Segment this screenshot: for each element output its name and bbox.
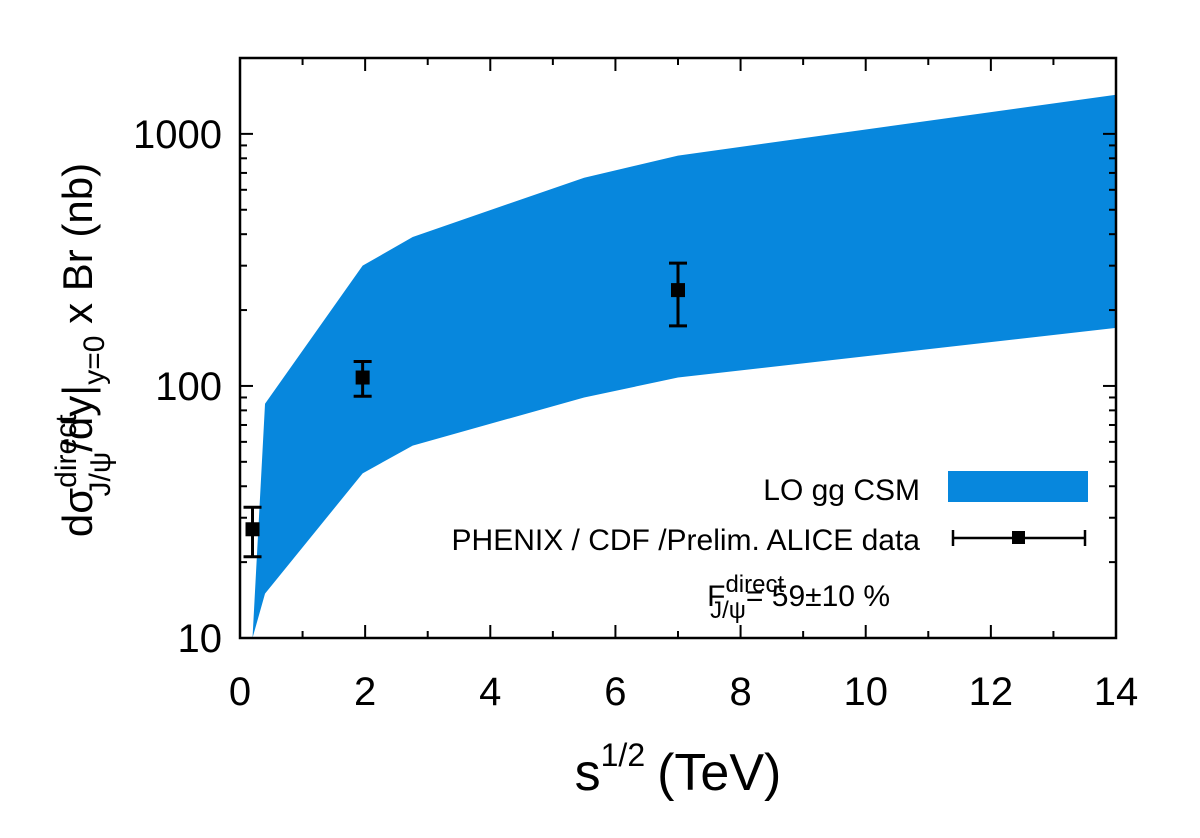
fraction-annotation: Fdirect J/ψ= 59±10 % [707, 571, 890, 624]
x-axis-title: s1/2 (TeV) [575, 737, 782, 802]
x-axis-title-base: s [575, 744, 601, 802]
x-tick-label: 14 [1094, 670, 1139, 714]
y-title-sub2: y=0 [78, 336, 111, 385]
x-axis-title-unit: (TeV) [657, 744, 781, 802]
y-tick-label: 100 [155, 365, 222, 409]
data-point [669, 261, 687, 328]
y-axis-title: dσdirectJ/ψ/dy|y=0 x Br (nb) [50, 163, 117, 537]
x-tick-label: 6 [604, 670, 626, 714]
data-point [353, 360, 372, 398]
y-tick-labels: 10 100 1000 [133, 113, 222, 661]
fraction-base: F [707, 580, 725, 613]
data-marker [245, 522, 260, 537]
legend-swatch-data [951, 530, 1087, 546]
y-title-sup: direct [50, 414, 83, 488]
plot-frame [238, 56, 1118, 640]
y-axis-title-group: dσdirectJ/ψ/dy|y=0 x Br (nb) [50, 163, 117, 537]
x-tick-labels: 0 2 4 6 8 10 12 14 [229, 670, 1138, 714]
x-tick-label: 10 [843, 670, 888, 714]
y-tick-label: 1000 [133, 113, 222, 157]
y-title-dsigma: dσ [54, 488, 101, 537]
fraction-sub: J/ψ [710, 597, 746, 624]
data-point [243, 505, 262, 559]
x-tick-label: 12 [969, 670, 1014, 714]
csm-band-layer [252, 94, 1116, 639]
y-title-tail: x Br (nb) [54, 163, 101, 336]
x-tick-label: 4 [479, 670, 501, 714]
data-points-layer [243, 261, 687, 559]
y-title-mid: /dy| [54, 385, 101, 452]
data-marker [355, 370, 370, 385]
legend-swatch-csm [948, 471, 1088, 502]
legend-marker [1012, 531, 1025, 544]
fraction-sup: direct [725, 571, 784, 598]
x-tick-label: 2 [354, 670, 376, 714]
data-marker [671, 283, 685, 298]
x-tick-label: 0 [229, 670, 251, 714]
y-title-sub: J/ψ [84, 452, 117, 497]
legend-label-data: PHENIX / CDF /Prelim. ALICE data [452, 524, 921, 557]
x-axis-title-sup: 1/2 [601, 737, 645, 773]
x-tick-label: 8 [729, 670, 751, 714]
fraction-value: = 59±10 % [746, 580, 890, 613]
legend: LO gg CSM PHENIX / CDF /Prelim. ALICE da… [452, 471, 1088, 624]
csm-band [252, 94, 1116, 639]
y-tick-label: 10 [178, 617, 223, 661]
legend-label-csm: LO gg CSM [763, 474, 920, 507]
